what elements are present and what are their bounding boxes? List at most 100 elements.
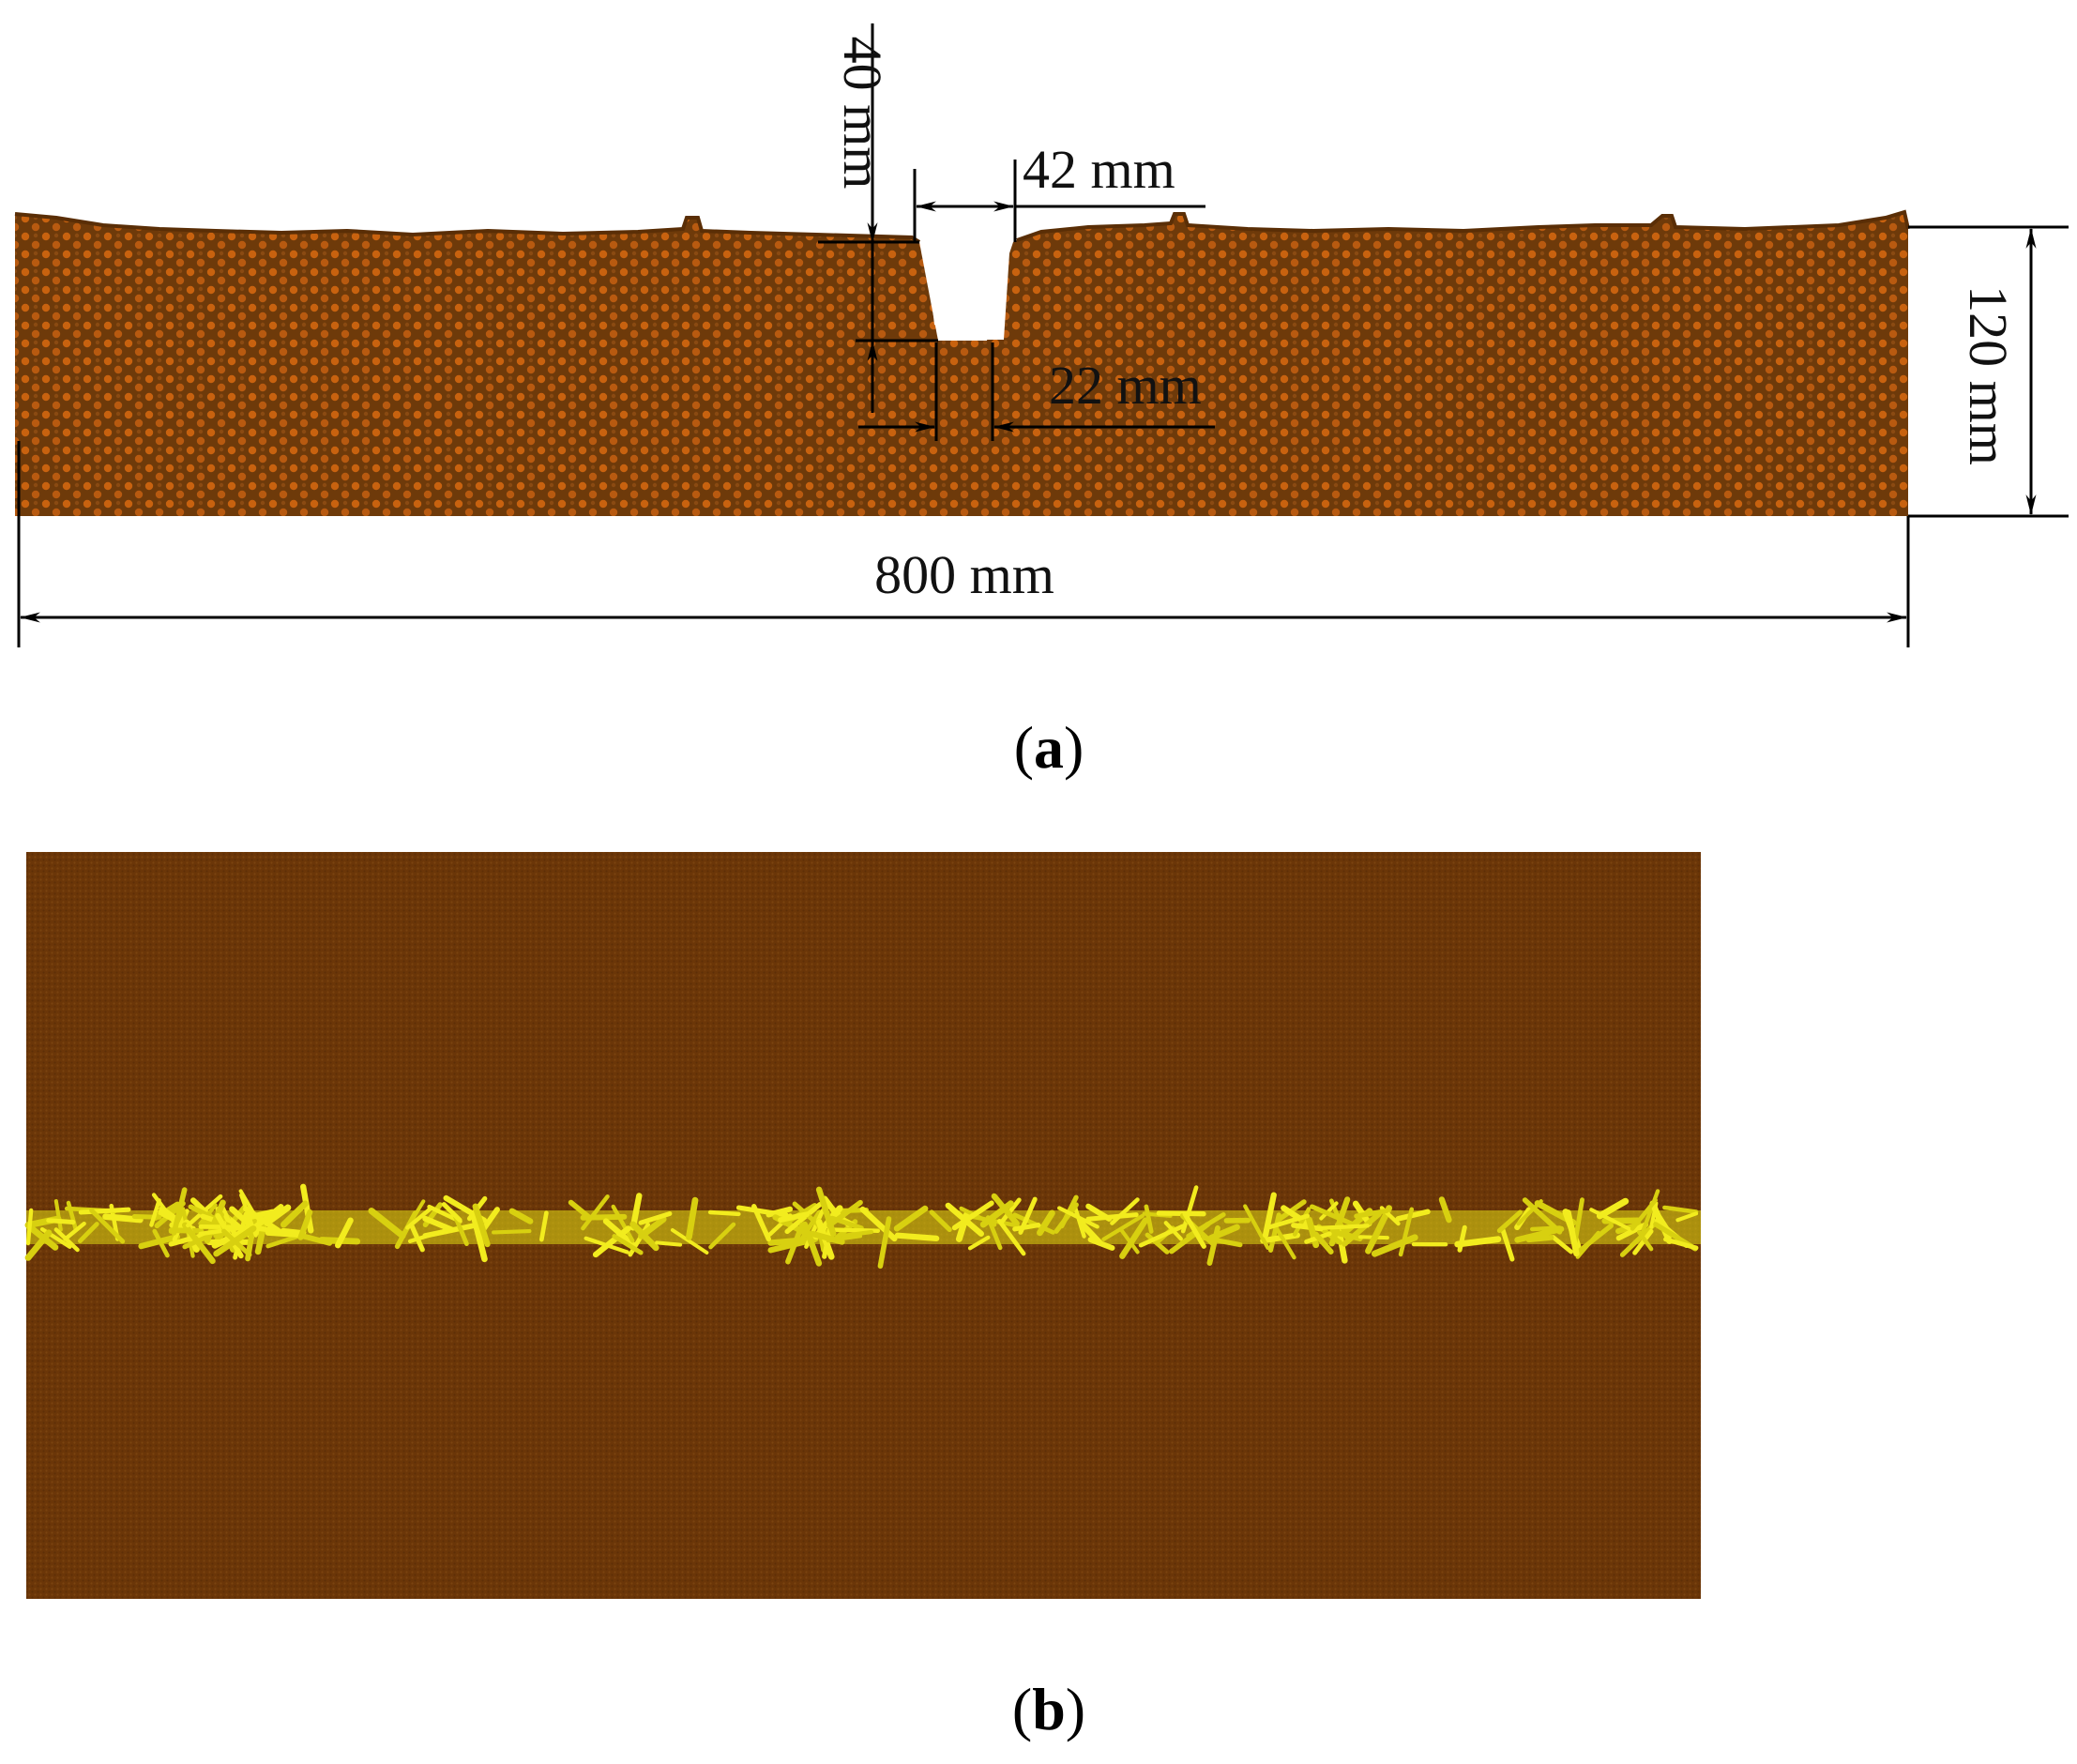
straw-piece — [1057, 1206, 1099, 1229]
straw-piece — [1328, 1196, 1351, 1247]
straw-piece — [1310, 1204, 1359, 1228]
straw-piece — [1267, 1213, 1311, 1229]
straw-piece — [1291, 1223, 1324, 1232]
straw-piece — [893, 1205, 929, 1232]
straw-piece — [181, 1222, 216, 1265]
straw-piece — [859, 1206, 898, 1242]
straw-piece — [1110, 1197, 1140, 1225]
straw-piece — [1525, 1235, 1554, 1243]
straw-piece — [592, 1225, 631, 1258]
straw-piece — [1018, 1196, 1038, 1235]
straw-piece — [246, 1209, 276, 1221]
straw-piece — [1514, 1225, 1565, 1243]
straw-piece — [1119, 1217, 1149, 1259]
dim-bed-length: 800 mm — [17, 441, 1910, 647]
straw-piece — [1500, 1226, 1515, 1262]
straw-piece — [1640, 1189, 1660, 1235]
straw-piece — [1395, 1209, 1431, 1222]
straw-piece — [1630, 1197, 1658, 1231]
straw-piece — [538, 1210, 549, 1242]
straw-piece — [785, 1222, 805, 1265]
straw-piece — [708, 1222, 736, 1250]
straw-piece — [629, 1221, 659, 1252]
straw-piece — [508, 1208, 534, 1224]
groove-cavity — [919, 242, 1011, 341]
straw-piece — [1636, 1229, 1654, 1252]
straw-piece — [152, 1228, 170, 1258]
straw-piece — [1144, 1204, 1154, 1234]
straw-piece — [967, 1235, 991, 1251]
straw-piece — [951, 1200, 994, 1231]
straw-piece — [1201, 1235, 1243, 1248]
straw-piece — [1565, 1209, 1580, 1257]
straw-piece — [1145, 1232, 1170, 1255]
straw-piece — [24, 1229, 53, 1261]
straw-piece — [171, 1187, 188, 1236]
straw-piece — [78, 1222, 99, 1243]
straw-piece — [1632, 1228, 1654, 1255]
straw-piece — [612, 1234, 644, 1255]
straw-piece — [568, 1199, 591, 1220]
straw-piece — [1281, 1205, 1312, 1228]
straw-piece — [1169, 1222, 1211, 1255]
straw-piece — [408, 1220, 425, 1253]
straw-piece — [971, 1214, 1020, 1228]
straw-piece — [1037, 1209, 1055, 1237]
bed-height-label: 120 mm — [1958, 285, 2019, 465]
straw-piece — [1522, 1197, 1563, 1235]
straw-piece — [297, 1209, 313, 1240]
straw-piece — [1262, 1192, 1277, 1239]
straw-piece — [1371, 1234, 1418, 1257]
straw-piece — [492, 1229, 532, 1235]
straw-piece — [801, 1221, 823, 1267]
straw-piece — [53, 1227, 80, 1253]
straw-piece — [784, 1201, 823, 1235]
straw-piece — [929, 1209, 952, 1233]
straw-piece — [1206, 1224, 1220, 1266]
straw-piece — [1589, 1208, 1634, 1233]
straw-piece — [1342, 1210, 1382, 1247]
straw-piece — [78, 1207, 131, 1215]
straw-piece — [368, 1208, 406, 1239]
straw-piece — [1354, 1208, 1389, 1219]
straw-piece — [686, 1196, 699, 1240]
straw-piece — [1054, 1202, 1079, 1234]
straw-piece — [89, 1208, 126, 1244]
straw-piece — [1087, 1237, 1115, 1251]
straw-piece — [670, 1228, 709, 1255]
soil-bed-cross-section — [15, 212, 1908, 516]
straw-piece — [470, 1212, 488, 1263]
straw-piece — [265, 1233, 302, 1249]
straw-piece — [250, 1204, 284, 1232]
straw-piece — [1496, 1209, 1523, 1234]
straw-piece — [638, 1211, 673, 1225]
straw-piece — [1365, 1205, 1393, 1255]
straw-piece — [1575, 1223, 1615, 1255]
straw-piece — [422, 1215, 455, 1233]
soil-surface-outline — [14, 209, 1910, 244]
straw-piece — [1663, 1237, 1699, 1251]
straw-piece — [778, 1211, 810, 1224]
straw-piece — [1438, 1196, 1452, 1224]
straw-piece — [841, 1229, 874, 1238]
straw-piece — [655, 1240, 683, 1247]
dim-groove-top-width: 42 mm — [913, 139, 1205, 242]
straw-piece — [264, 1204, 292, 1226]
straw-piece — [815, 1186, 837, 1238]
straw-piece — [1085, 1212, 1139, 1222]
straw-piece — [63, 1221, 86, 1241]
straw-piece — [707, 1209, 741, 1217]
dim-bed-height: 120 mm — [1908, 225, 2069, 518]
straw-piece — [1243, 1204, 1270, 1251]
straw-piece — [1156, 1210, 1206, 1217]
straw-piece — [1319, 1201, 1339, 1221]
straw-piece — [1101, 1213, 1145, 1241]
straw-piece — [826, 1199, 863, 1228]
dim-groove-depth: 40 mm — [818, 23, 938, 413]
straw-piece — [999, 1197, 1022, 1224]
straw-piece — [1085, 1203, 1113, 1222]
straw-piece — [452, 1214, 469, 1246]
straw-piece — [53, 1199, 63, 1232]
straw-piece — [1675, 1211, 1699, 1223]
caption-a: (a) — [1014, 714, 1084, 781]
